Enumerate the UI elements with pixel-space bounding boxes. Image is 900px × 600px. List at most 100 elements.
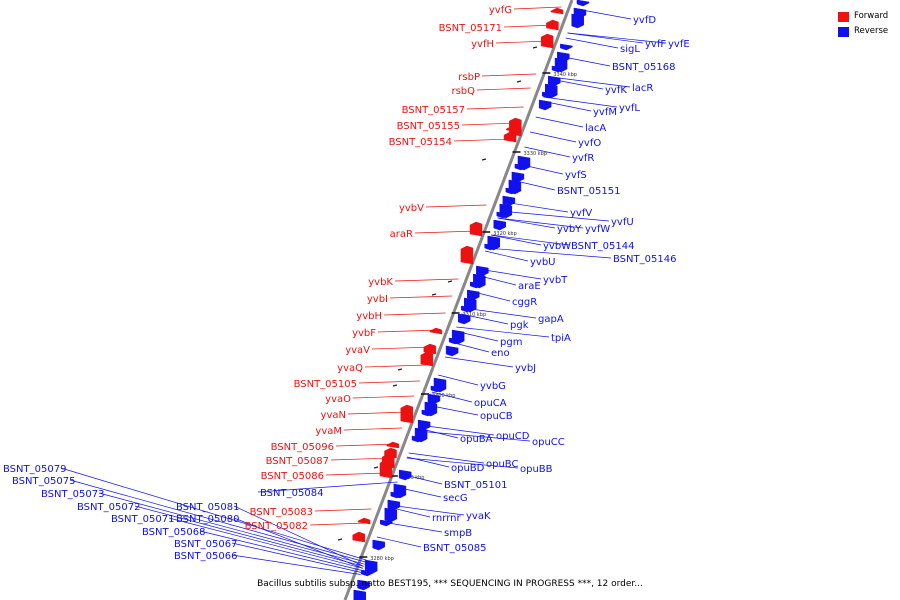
forward-label-bsnt-05087: BSNT_05087	[266, 456, 329, 467]
leader-line	[550, 76, 631, 88]
forward-gene	[357, 517, 371, 525]
leader-line	[541, 100, 592, 112]
reverse-label-pgm: pgm	[500, 337, 522, 348]
forward-label-yvav: yvaV	[345, 345, 370, 356]
leader-line	[98, 492, 365, 565]
reverse-label-yvfo: yvfO	[578, 138, 601, 149]
leader-line	[558, 55, 611, 67]
forward-label-yvfh: yvfH	[471, 39, 494, 50]
genome-axis	[343, 0, 574, 600]
leader-line	[426, 404, 479, 416]
leader-line	[543, 96, 618, 108]
reverse-label-opuca: opuCA	[474, 398, 507, 409]
reverse-label-yvfm: yvfM	[593, 107, 617, 118]
reverse-label-bsnt-05081: BSNT_05081	[176, 502, 239, 513]
reverse-label-bsnt-05101: BSNT_05101	[444, 480, 507, 491]
reverse-label-bsnt-05073: BSNT_05073	[41, 489, 104, 500]
label-leader-lines	[60, 6, 667, 575]
forward-label-yvan: yvaN	[321, 410, 346, 421]
legend-forward-label: Forward	[854, 11, 889, 21]
forward-gene	[379, 459, 393, 479]
forward-gene	[386, 441, 400, 449]
forward-label-bsnt-05157: BSNT_05157	[402, 105, 465, 116]
reverse-label-bsnt-05072: BSNT_05072	[77, 502, 140, 513]
leader-line	[257, 481, 398, 493]
leader-line	[376, 536, 422, 548]
leader-line	[388, 504, 465, 516]
leader-line	[456, 326, 550, 338]
reverse-gene	[445, 345, 459, 357]
leader-line	[486, 247, 612, 259]
reverse-gene	[511, 171, 525, 183]
marker-dash	[392, 384, 398, 387]
reverse-label-bsnt-05151: BSNT_05151	[557, 186, 620, 197]
reverse-gene	[541, 91, 555, 99]
marker-dash	[337, 538, 343, 541]
reverse-gene	[421, 409, 435, 417]
leader-line	[377, 329, 440, 333]
forward-label-bsnt-05171: BSNT_05171	[439, 23, 502, 34]
reverse-gene	[560, 43, 573, 51]
reverse-gene	[380, 519, 393, 527]
reverse-gene	[576, 0, 590, 7]
reverse-label-bsnt-05071: BSNT_05071	[111, 514, 174, 525]
reverse-label-yvby: yvbY	[557, 224, 582, 235]
reverse-label-yvbg: yvbG	[480, 381, 506, 392]
reverse-gene	[384, 507, 398, 523]
leader-line	[469, 290, 511, 302]
leader-line	[231, 554, 361, 575]
reverse-gene	[476, 265, 489, 277]
reverse-label-tpia: tpiA	[551, 333, 571, 344]
marker-dash	[397, 368, 403, 371]
reverse-label-bsnt-05067: BSNT_05067	[174, 539, 237, 550]
tick-label: 3290 kbp	[401, 475, 425, 481]
leader-line	[389, 295, 453, 299]
forward-label-yvbv: yvbV	[399, 203, 424, 214]
forward-gene	[423, 343, 437, 355]
leader-line	[511, 179, 556, 191]
forward-label-yvbi: yvbI	[367, 294, 388, 305]
reverse-label-opubd: opuBD	[451, 463, 485, 474]
leader-line	[352, 395, 415, 399]
gene-arrows	[337, 0, 590, 600]
leader-line	[343, 427, 403, 431]
leader-line	[503, 201, 569, 213]
forward-gene	[503, 131, 517, 143]
reverse-label-yvfv: yvfV	[570, 208, 592, 219]
leader-line	[199, 530, 363, 571]
reverse-label-secg: secG	[443, 493, 468, 504]
forward-label-rsbp: rsbP	[458, 72, 480, 83]
reverse-label-yvfw: yvfW	[585, 224, 610, 235]
leader-line	[400, 473, 443, 485]
forward-label-rsbq: rsbQ	[451, 86, 475, 97]
forward-gene	[550, 7, 564, 15]
leader-line	[314, 508, 372, 512]
reverse-gene	[502, 195, 516, 207]
reverse-label-eno: eno	[491, 348, 510, 359]
leader-line	[535, 116, 584, 128]
leader-line	[576, 8, 632, 20]
reverse-gene	[551, 65, 565, 73]
reverse-gene	[361, 569, 374, 577]
reverse-label-laca: lacA	[585, 123, 606, 134]
leader-line	[431, 391, 473, 403]
leader-line	[466, 106, 524, 110]
reverse-label-bsnt-05146: BSNT_05146	[613, 254, 676, 265]
marker-dash	[447, 280, 453, 283]
reverse-gene	[357, 579, 370, 591]
forward-label-yvam: yvaM	[315, 426, 342, 437]
reverse-label-smpb: smpB	[444, 528, 472, 539]
leader-line	[481, 73, 537, 77]
reverse-label-opuba: opuBA	[460, 434, 493, 445]
reverse-gene	[364, 559, 378, 575]
reverse-label-yvfu: yvfU	[611, 217, 634, 228]
reverse-label-yvfd: yvfD	[633, 15, 656, 26]
leader-line	[425, 204, 487, 208]
forward-label-yvfg: yvfG	[489, 5, 512, 16]
forward-label-yvaq: yvaQ	[337, 363, 363, 374]
leader-line	[484, 250, 529, 262]
legend: Forward Reverse	[838, 9, 888, 39]
leader-line	[371, 346, 433, 350]
leader-line	[500, 210, 610, 222]
forward-gene	[352, 531, 365, 543]
